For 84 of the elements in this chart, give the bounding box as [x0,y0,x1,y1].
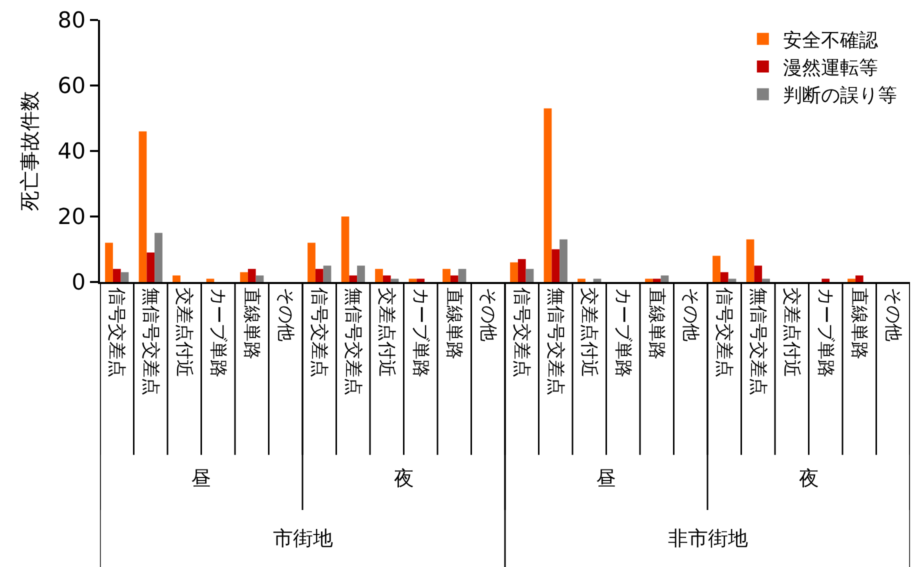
bar [112,268,121,282]
x-tick-label: 直線単路 [444,288,465,360]
bar [416,278,425,282]
x-tick-label: 信号交差点 [308,288,330,378]
x-tick-label: 直線単路 [241,288,262,360]
bar [526,268,534,282]
x-tick-label: カーブ単路 [410,288,431,378]
x-tick-label: その他 [274,288,296,342]
bar [746,239,754,282]
x-tick-label: カーブ単路 [612,288,634,378]
bar [349,275,358,282]
x-tick-label: 直線単路 [646,288,668,360]
bar [256,275,264,282]
x-tick-label: 交差点付近 [174,288,195,378]
y-tick-label: 60 [58,74,86,100]
bar [408,278,417,282]
bar [146,252,155,282]
bar [458,268,466,282]
x-tick-label: その他 [882,288,904,342]
bar [240,272,248,282]
legend-label: 安全不確認 [782,29,878,52]
bar [206,278,214,282]
x-tick-label: 交差点付近 [376,288,398,378]
bar [172,275,180,282]
bar [341,216,350,282]
x-tick-label: 無信号交差点 [747,288,768,396]
text: 市街地 [273,526,333,550]
bar [315,268,324,282]
bar [855,275,864,282]
bar [390,278,399,282]
y-tick-label: 20 [58,205,86,230]
bar [105,242,113,282]
x-tick-label: 無信号交差点 [544,288,566,396]
bar [660,275,669,282]
text: 非市街地 [668,526,748,550]
x-tick-label: その他 [477,288,498,342]
bar [154,232,162,282]
x-tick-label: カーブ単路 [207,288,228,378]
bar [822,278,830,282]
bar [375,268,383,282]
x-tick-label: 交差点付近 [578,288,600,378]
bar [357,266,365,282]
x-tick-label: 直線単路 [848,288,870,360]
x-tick-label: 交差点付近 [781,288,802,378]
bar [578,278,586,282]
legend-label: 判断の誤り等 [782,84,897,107]
bar [138,131,147,282]
bar [728,278,736,282]
bar [382,275,391,282]
x-tick-label: 信号交差点 [714,288,735,378]
x-tick-label: その他 [680,288,701,342]
bar [510,262,518,282]
bar [754,266,762,282]
y-tick-label: 40 [58,140,86,165]
bar [645,278,653,282]
bar [560,239,568,282]
bar [308,242,316,282]
bar [442,268,450,282]
bar [762,278,770,282]
bar [248,268,256,282]
legend-label: 漫然運転等 [782,56,878,79]
y-tick-label: 0 [72,270,86,296]
x-tick-label: 信号交差点 [106,288,128,378]
text: 昼 [596,466,616,490]
x-tick-label: 無信号交差点 [342,288,364,396]
bar [323,266,332,282]
y-tick-label: 80 [58,8,86,34]
bar [712,256,720,282]
bar [518,259,526,282]
bar [120,272,129,282]
bar [544,108,552,282]
bar [552,249,560,282]
bar [450,275,458,282]
bar [652,278,661,282]
text: 夜 [394,466,414,490]
y-axis-title: 死亡事故件数 [18,91,42,211]
bar [720,272,728,282]
text: 昼 [191,466,211,490]
bar [848,278,856,282]
bar [593,278,602,282]
text: 夜 [799,466,819,490]
x-tick-label: カーブ単路 [814,288,836,378]
x-tick-label: 信号交差点 [511,288,532,378]
x-tick-label: 無信号交差点 [140,288,161,396]
